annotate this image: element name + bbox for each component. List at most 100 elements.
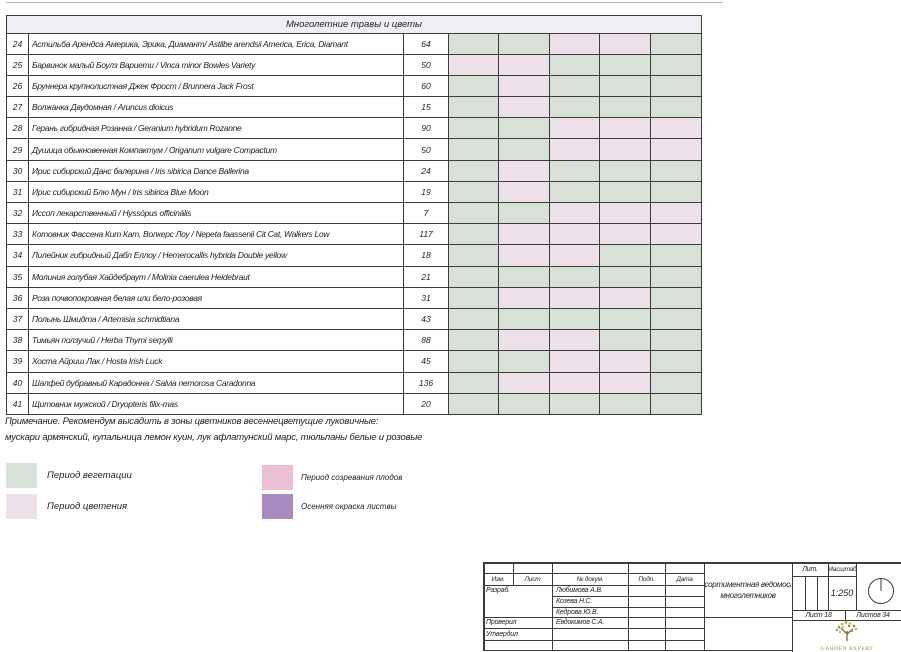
border-line <box>792 610 901 611</box>
period-cell-veg <box>650 351 701 372</box>
label-proveril: Проверил <box>486 619 517 626</box>
table-row: 27 Волжанка Двудомная / Aruncus dioicus … <box>7 97 701 119</box>
period-cell-flw <box>600 203 651 224</box>
row-number: 32 <box>7 203 29 224</box>
period-cell-veg <box>499 266 550 287</box>
sheets-total: Листов 34 <box>856 611 890 619</box>
period-cell-flw <box>600 118 651 139</box>
period-cell-flw <box>499 160 550 181</box>
quantity: 21 <box>404 266 449 287</box>
border-line <box>483 562 485 651</box>
legend-swatch-vegetation <box>6 463 37 488</box>
period-cell-flw <box>499 287 550 308</box>
name-kozeva: Козева Н.С. <box>556 598 593 605</box>
period-cell-veg <box>449 75 500 97</box>
legend-swatch-flowering <box>6 494 37 519</box>
period-cell-veg <box>650 330 701 351</box>
plant-name: Бруннера крупнолистная Джек Фрост / Brun… <box>29 75 404 97</box>
legend-label: Период цветения <box>47 501 128 512</box>
period-cell-flw <box>600 33 651 54</box>
period-cell-veg <box>650 181 701 202</box>
period-cell-flw <box>499 224 550 245</box>
table-row: 38 Тимьян ползучий / Herba Thymi serpyll… <box>7 330 701 352</box>
border-line <box>856 562 857 610</box>
row-number: 33 <box>7 224 29 245</box>
table-row: 36 Роза почвопокровная белая или бело-ро… <box>7 287 701 309</box>
border-line <box>805 576 806 610</box>
quantity: 136 <box>404 372 449 393</box>
legend-item-autumn-foliage: Осенняя окраска листвы <box>262 494 397 519</box>
title-block: Изм. Лист № докум. Подп. Дата Разраб. Пр… <box>483 562 901 652</box>
period-cell-flw <box>499 245 550 266</box>
label-utverdil: Утвердил <box>486 630 518 638</box>
period-cell-veg <box>549 393 601 414</box>
quantity: 7 <box>404 203 449 224</box>
period-cell-veg <box>549 97 601 118</box>
name-kedrova: Кедрова Ю.В. <box>556 608 599 616</box>
period-cell-flw <box>499 330 550 351</box>
legend-label: Период вегетации <box>47 470 132 481</box>
legend-label: Осенняя окраска листвы <box>301 502 397 511</box>
document-title: Ассортиментная ведомость многолетников <box>705 564 791 616</box>
border-line <box>792 576 856 577</box>
border-line <box>552 562 553 650</box>
plant-name: Ирис сибирский Блю Мун / Iris sibirica B… <box>29 181 404 202</box>
quantity: 24 <box>404 160 449 181</box>
period-cell-veg <box>600 330 651 351</box>
table-row: 24 Астильба Арендса Америка, Эрика, Диам… <box>7 33 701 55</box>
period-cell-veg <box>650 75 701 97</box>
plant-name: Барвинок малый Боулз Вариети / Vinca min… <box>29 54 404 75</box>
border-line <box>817 576 818 610</box>
period-cell-veg <box>600 54 651 75</box>
row-number: 30 <box>7 160 29 181</box>
period-cell-veg <box>449 308 500 330</box>
row-number: 40 <box>7 372 29 393</box>
col-header-data: Дата <box>676 575 693 583</box>
period-cell-flw <box>600 224 651 245</box>
period-cell-flw <box>549 245 601 266</box>
plant-name: Тимьян ползучий / Herba Thymi serpylli <box>29 330 404 351</box>
row-number: 35 <box>7 266 29 287</box>
period-cell-veg <box>449 224 500 245</box>
legend-swatch-autumn <box>262 494 293 519</box>
plant-name: Лилейник гибридный Дабл Еллоу / Hemeroca… <box>29 245 404 266</box>
period-cell-veg <box>449 118 500 139</box>
period-cell-veg <box>499 139 550 160</box>
row-number: 37 <box>7 308 29 330</box>
period-cell-flw <box>499 372 550 393</box>
name-lyubimova: Любимова А.В. <box>556 587 603 594</box>
note-text: Примечание. Рекомендум высадить в зоны ц… <box>5 414 422 446</box>
plant-name: Полынь Шмидта / Artemisia schmidtiana <box>29 308 404 330</box>
period-cell-veg <box>549 308 601 330</box>
period-cell-veg <box>650 33 701 54</box>
period-cell-veg <box>549 160 601 181</box>
document-title-line-1: Ассортиментная ведомость <box>705 580 791 589</box>
period-cell-veg <box>449 97 500 118</box>
period-cell-veg <box>600 75 651 97</box>
period-cell-veg <box>499 118 550 139</box>
orientation-circle-icon <box>868 578 894 604</box>
table-row: 35 Молиния голубая Хайдебраут / Molinia … <box>7 266 701 288</box>
col-header-list: Лист <box>524 575 541 583</box>
period-cell-flw <box>449 54 500 75</box>
row-number: 26 <box>7 75 29 97</box>
col-header-podp: Подп. <box>638 575 655 583</box>
border-line <box>513 562 514 585</box>
plant-name: Герань гибридная Розанна / Geranium hybr… <box>29 118 404 139</box>
plant-name: Астильба Арендса Америка, Эрика, Диамант… <box>29 33 404 54</box>
period-cell-veg <box>449 139 500 160</box>
quantity: 88 <box>404 330 449 351</box>
plant-name: Роза почвопокровная белая или бело-розов… <box>29 287 404 308</box>
row-number: 27 <box>7 97 29 118</box>
border-line <box>845 610 846 620</box>
table-row: 37 Полынь Шмидта / Artemisia schmidtiana… <box>7 308 701 331</box>
row-number: 36 <box>7 287 29 308</box>
period-cell-veg <box>449 181 500 202</box>
period-cell-veg <box>499 203 550 224</box>
top-frame-line <box>6 2 723 3</box>
plant-name: Иссоп лекарственный / Hyssópus officinál… <box>29 203 404 224</box>
quantity: 19 <box>404 181 449 202</box>
period-cell-veg <box>449 287 500 308</box>
table-row: 39 Хоста Айриш Лак / Hosta Irish Luck 45 <box>7 351 701 373</box>
period-cell-flw <box>650 139 701 160</box>
